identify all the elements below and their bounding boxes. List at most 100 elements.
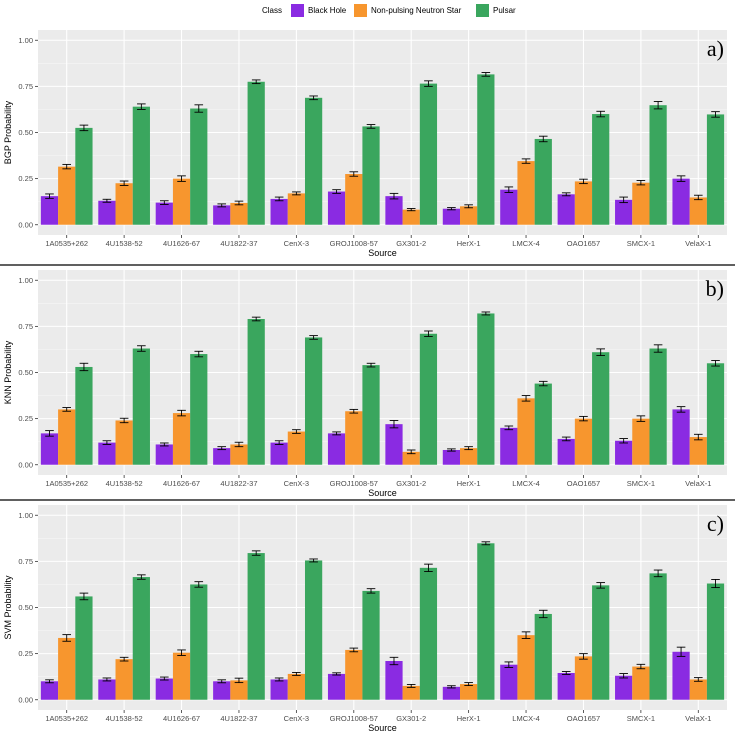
x-tick-label: CenX-3 [284,479,309,488]
x-tick-label: 4U1626-67 [163,714,200,723]
bar-pulsar [362,590,380,700]
bar-pulsar [304,97,323,225]
bar-pulsar [706,363,725,465]
x-tick-label: 4U1822-37 [220,479,257,488]
y-tick-label: 0.25 [18,414,33,423]
legend-title: Class [262,6,282,15]
x-tick-label: 1A0535+262 [45,239,88,248]
bar-black-hole [557,194,575,225]
bar-pulsar [419,567,438,700]
bar-non-pulsing-neutron-star [115,183,133,225]
x-tick-label: VelaX-1 [685,714,711,723]
x-tick-label: SMCX-1 [627,479,655,488]
y-tick-label: 1.00 [18,36,33,45]
bar-black-hole [385,661,403,700]
legend-swatch-black-hole [291,4,304,17]
y-tick-label: 0.50 [18,128,33,137]
x-axis-title: Source [368,488,397,498]
bar-black-hole [270,198,288,225]
x-tick-label: 4U1626-67 [163,239,200,248]
bar-black-hole [98,442,116,465]
bar-pulsar [477,543,495,700]
bar-black-hole [213,205,231,225]
y-tick-label: 0.75 [18,82,33,91]
bar-non-pulsing-neutron-star [58,637,76,700]
bar-pulsar [132,106,150,225]
bar-non-pulsing-neutron-star [402,209,420,225]
bar-black-hole [500,427,518,465]
bar-non-pulsing-neutron-star [517,635,535,700]
bar-pulsar [419,333,438,465]
bar-pulsar [362,126,380,225]
bar-black-hole [442,208,461,225]
bar-non-pulsing-neutron-star [574,656,593,700]
bar-pulsar [592,352,610,465]
y-tick-label: 0.00 [18,460,33,469]
bar-pulsar [190,108,208,225]
bar-black-hole [327,673,346,700]
bar-pulsar [75,596,93,700]
y-axis-title: KNN Probability [3,340,13,404]
bar-non-pulsing-neutron-star [58,409,76,465]
bar-non-pulsing-neutron-star [402,451,420,465]
bar-black-hole [270,442,288,465]
x-tick-label: SMCX-1 [627,714,655,723]
bar-pulsar [247,81,265,225]
bar-non-pulsing-neutron-star [287,431,305,465]
bar-non-pulsing-neutron-star [574,181,593,225]
bar-pulsar [592,114,610,225]
x-tick-label: 1A0535+262 [45,714,88,723]
legend-swatch-neutron-star [354,4,367,17]
panel-label: a) [707,36,724,61]
bar-non-pulsing-neutron-star [230,202,248,225]
bar-black-hole [500,189,518,225]
x-tick-label: HerX-1 [457,239,481,248]
bar-non-pulsing-neutron-star [402,685,420,700]
bar-black-hole [327,191,346,225]
x-tick-label: GX301-2 [396,479,426,488]
y-tick-label: 0.25 [18,174,33,183]
bar-pulsar [132,348,150,465]
bar-black-hole [557,672,575,700]
bar-non-pulsing-neutron-star [517,398,535,465]
x-tick-label: 4U1822-37 [220,239,257,248]
y-tick-label: 1.00 [18,511,33,520]
x-tick-label: 4U1822-37 [220,714,257,723]
y-tick-label: 0.75 [18,322,33,331]
bar-non-pulsing-neutron-star [632,182,650,225]
x-tick-label: 4U1538-52 [106,479,143,488]
y-tick-label: 0.75 [18,557,33,566]
bar-black-hole [442,449,461,465]
bar-non-pulsing-neutron-star [172,413,191,465]
y-tick-label: 0.25 [18,649,33,658]
bar-black-hole [615,199,633,225]
panel-label: b) [706,276,724,301]
bar-pulsar [477,74,495,225]
bar-non-pulsing-neutron-star [689,679,707,700]
bar-pulsar [534,613,552,700]
y-axis-title: SVM Probability [3,575,13,640]
bar-non-pulsing-neutron-star [115,659,133,700]
bar-non-pulsing-neutron-star [230,444,248,465]
legend-label-black-hole: Black Hole [308,6,347,15]
x-tick-label: VelaX-1 [685,239,711,248]
x-tick-label: 4U1538-52 [106,714,143,723]
bar-black-hole [385,424,403,465]
panel-svm: 0.00 0.25 0.50 0.75 1.00 1A0535+262 4U1538-52 4… [3,505,727,733]
bar-non-pulsing-neutron-star [689,437,707,465]
bar-pulsar [304,337,323,465]
bar-pulsar [362,365,380,465]
x-tick-label: HerX-1 [457,479,481,488]
bar-non-pulsing-neutron-star [58,166,76,225]
bar-pulsar [592,585,610,700]
bar-pulsar [534,383,552,465]
bar-pulsar [75,127,93,225]
x-tick-label: OAO1657 [567,479,600,488]
bar-non-pulsing-neutron-star [460,684,478,700]
bar-pulsar [649,573,667,700]
bar-black-hole [500,664,518,700]
bar-black-hole [615,440,633,465]
bar-black-hole [213,448,231,465]
y-axis-title: BGP Probability [3,100,13,164]
